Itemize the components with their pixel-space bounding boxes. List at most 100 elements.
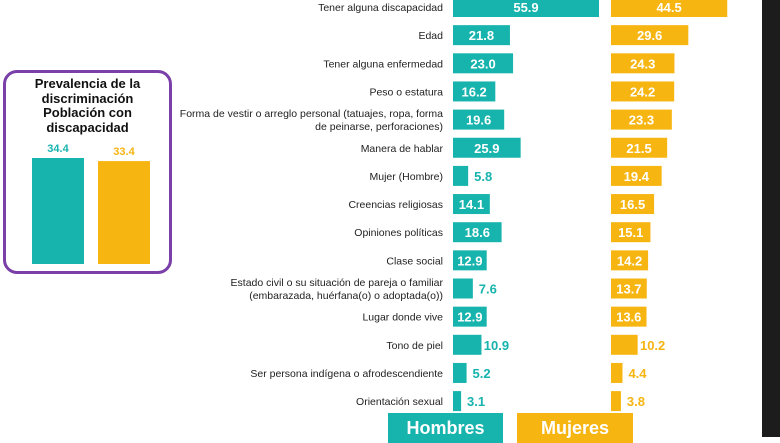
bar-mujeres	[611, 0, 728, 17]
data-label-hombres: 18.6	[465, 225, 490, 240]
category-label-line: Lugar donde vive	[362, 312, 443, 324]
bar-hombres	[453, 250, 487, 271]
bar-mujeres	[611, 165, 662, 186]
bar-hombres	[453, 109, 505, 130]
inset-title-line: discriminación	[41, 90, 134, 106]
category-label-line: Manera de hablar	[361, 143, 444, 155]
category-label-line: Orientación sexual	[356, 396, 443, 408]
bar-mujeres	[611, 109, 672, 130]
category-label: Opiniones políticas	[354, 227, 443, 239]
category-label: Tono de piel	[386, 340, 443, 352]
bar-mujeres	[611, 391, 621, 412]
category-label-line: de peinarse, perforaciones)	[315, 121, 443, 133]
category-label: Mujer (Hombre)	[369, 171, 443, 183]
inset-title-line: Prevalencia de la	[34, 76, 141, 91]
data-label-hombres: 14.1	[459, 197, 484, 212]
data-label-hombres: 7.6	[479, 282, 497, 297]
data-label-mujeres: 3.8	[627, 394, 645, 409]
bar-hombres	[453, 194, 490, 215]
category-label: Orientación sexual	[356, 396, 443, 408]
bar-mujeres	[611, 53, 675, 74]
bar-hombres	[453, 306, 487, 327]
bar-hombres	[453, 362, 467, 383]
data-label-mujeres: 10.2	[640, 338, 665, 353]
category-label: Tener alguna enfermedad	[323, 58, 443, 70]
data-label-mujeres: 21.5	[626, 141, 651, 156]
bar-hombres	[453, 222, 502, 243]
legend-mujeres: Mujeres	[517, 413, 633, 443]
bar-mujeres	[611, 334, 638, 355]
data-label-hombres: 5.2	[473, 366, 491, 381]
category-label-line: (embarazada, huérfana(o) o adoptada(o))	[249, 290, 443, 302]
bar-mujeres	[611, 137, 668, 158]
category-label-line: Creencias religiosas	[348, 199, 443, 211]
category-label: Estado civil o su situación de pareja o …	[231, 277, 444, 302]
bar-hombres	[453, 137, 521, 158]
data-label-mujeres: 23.3	[629, 113, 654, 128]
category-label-line: Ser persona indígena o afrodescendiente	[250, 368, 443, 380]
data-label-hombres: 23.0	[470, 56, 495, 71]
data-label-hombres: 16.2	[461, 84, 486, 99]
category-label-line: Mujer (Hombre)	[369, 171, 443, 183]
data-label-mujeres: 4.4	[628, 366, 647, 381]
bar-hombres	[453, 81, 496, 102]
category-label: Clase social	[386, 255, 443, 267]
inset-title-line: discapacidad	[46, 119, 129, 135]
bar-mujeres	[611, 194, 655, 215]
data-label-hombres: 21.8	[469, 28, 494, 43]
inset-title-line: Población con	[43, 105, 132, 120]
category-label: Ser persona indígena o afrodescendiente	[250, 368, 443, 380]
bar-mujeres	[611, 306, 647, 327]
data-label-mujeres: 24.3	[630, 56, 655, 71]
data-label-hombres: 12.9	[457, 253, 482, 268]
data-label-hombres: 19.6	[466, 113, 491, 128]
bar-mujeres	[611, 278, 647, 299]
category-label-line: Tono de piel	[386, 340, 443, 352]
category-label-line: Edad	[418, 30, 443, 42]
data-label-hombres: 25.9	[474, 141, 499, 156]
prevalence-inset-panel: Prevalencia de la discriminación Poblaci…	[3, 70, 172, 274]
bar-mujeres	[611, 362, 623, 383]
bar-mujeres	[611, 222, 651, 243]
category-label: Manera de hablar	[361, 143, 444, 155]
data-label-mujeres: 19.4	[624, 169, 650, 184]
bar-mujeres	[611, 250, 649, 271]
data-label-mujeres: 44.5	[656, 0, 681, 15]
data-label-mujeres: 13.6	[616, 310, 641, 325]
bar-mujeres	[611, 25, 689, 46]
data-label-hombres: 12.9	[457, 310, 482, 325]
data-label-hombres: 10.9	[484, 338, 509, 353]
category-label: Tener alguna discapacidad	[318, 2, 443, 14]
data-label-mujeres: 14.2	[617, 253, 642, 268]
data-label-mujeres: 29.6	[637, 28, 662, 43]
category-label: Edad	[418, 30, 443, 42]
data-label-mujeres: 16.5	[620, 197, 645, 212]
data-label-hombres: 3.1	[467, 394, 485, 409]
category-label-line: Tener alguna enfermedad	[323, 58, 443, 70]
category-label: Forma de vestir o arreglo personal (tatu…	[180, 108, 443, 133]
bar-hombres	[453, 334, 482, 355]
category-label-line: Forma de vestir o arreglo personal (tatu…	[180, 108, 443, 120]
bar-hombres	[453, 0, 599, 17]
data-label-mujeres: 15.1	[618, 225, 643, 240]
category-label-line: Tener alguna discapacidad	[318, 2, 443, 14]
bar-hombres	[453, 25, 510, 46]
data-label-hombres: 5.8	[474, 169, 492, 184]
bar-hombres	[453, 165, 469, 186]
bar-hombres	[453, 278, 473, 299]
category-label: Peso o estatura	[369, 86, 443, 98]
data-label-mujeres: 24.2	[630, 84, 655, 99]
category-label: Lugar donde vive	[362, 312, 443, 324]
category-label: Creencias religiosas	[348, 199, 443, 211]
bar-mujeres	[611, 81, 675, 102]
bar-hombres	[453, 391, 462, 412]
window-edge	[762, 0, 780, 437]
category-label-line: Clase social	[386, 255, 443, 267]
legend-hombres: Hombres	[388, 413, 503, 443]
data-label-hombres: 55.9	[513, 0, 538, 15]
data-label-mujeres: 13.7	[616, 282, 641, 297]
category-label-line: Peso o estatura	[369, 86, 443, 98]
category-label-line: Estado civil o su situación de pareja o …	[231, 277, 444, 289]
bar-hombres	[453, 53, 514, 74]
